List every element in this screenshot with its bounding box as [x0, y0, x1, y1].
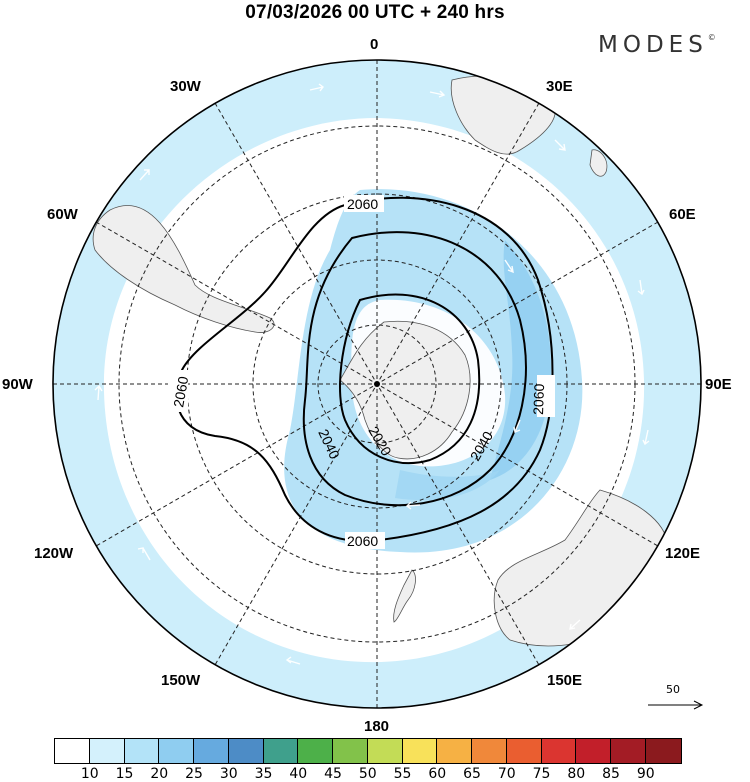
contour-label-2060: 2060 [347, 196, 378, 212]
colorbar-swatch [645, 739, 681, 763]
colorbar-tick-label: 55 [393, 766, 412, 782]
lon-label-150w: 150W [161, 672, 201, 689]
colorbar-tick-label: 85 [602, 766, 620, 782]
colorbar-swatch [55, 739, 90, 763]
colorbar [54, 738, 682, 764]
contour-2040 [302, 231, 527, 507]
colorbar-swatch [333, 739, 368, 763]
colorbar-swatch [89, 739, 125, 763]
lon-label-30w: 30W [170, 78, 201, 95]
colorbar-tick-label: 90 [636, 766, 655, 782]
colorbar-swatch [194, 739, 229, 763]
pole-marker [374, 381, 380, 387]
colorbar-tick-label: 60 [428, 766, 447, 782]
lon-label-0: 0 [370, 36, 379, 53]
colorbar-tick-label: 25 [185, 766, 203, 782]
colorbar-swatch [228, 739, 264, 763]
colorbar-tick-label: 75 [532, 766, 551, 782]
contour-2020 [339, 293, 481, 465]
lon-label-120e: 120E [665, 545, 701, 562]
colorbar-swatch [159, 739, 194, 763]
wind-core-2 [395, 470, 500, 501]
colorbar-tick-label: 70 [497, 766, 516, 782]
colorbar-tick-label: 40 [289, 766, 308, 782]
map-title: 07/03/2026 00 UTC + 240 hrs [245, 2, 505, 23]
colorbar-swatch [506, 739, 542, 763]
south-america [92, 205, 275, 333]
lon-label-30e: 30E [546, 78, 573, 95]
contours [175, 196, 554, 542]
lon-label-120w: 120W [34, 545, 74, 562]
lon-label-60e: 60E [669, 206, 696, 223]
madagascar [589, 149, 608, 177]
lon-label-150e: 150E [547, 672, 583, 689]
contour-labels: 2060 2060 2060 2060 2040 2040 2020 [168, 195, 555, 549]
colorbar-swatch [367, 739, 403, 763]
colorbar-swatch [437, 739, 472, 763]
colorbar-swatch [124, 739, 160, 763]
lon-label-60w: 60W [47, 206, 78, 223]
lon-label-180: 180 [364, 718, 390, 735]
colorbar-swatch [402, 739, 438, 763]
colorbar-tick-label: 30 [219, 766, 238, 782]
contour-label-2060: 2060 [530, 383, 547, 415]
colorbar-swatch [576, 739, 611, 763]
colorbar-tick-label: 80 [567, 766, 586, 782]
colorbar-swatch [263, 739, 299, 763]
wind-arrows [94, 83, 650, 665]
colorbar-tick-label: 20 [150, 766, 169, 782]
brand-logo: MODES© [598, 32, 716, 58]
colorbar-tick-label: 45 [324, 766, 342, 782]
colorbar-swatch [611, 739, 646, 763]
lon-label-90e: 90E [705, 376, 732, 393]
map-border [52, 59, 702, 709]
colorbar-tick-label: 10 [80, 766, 99, 782]
colorbar-tick-label: 15 [115, 766, 134, 782]
wind-core [490, 240, 551, 480]
contour-2060 [175, 196, 554, 542]
contour-label-2060: 2060 [170, 375, 191, 409]
reference-vector-label: 50 [666, 683, 680, 696]
contour-label-2060: 2060 [347, 533, 378, 549]
colorbar-tick-label: 50 [358, 766, 377, 782]
colorbar-tick-label: 65 [463, 766, 481, 782]
new-zealand [393, 569, 416, 623]
colorbar-swatch [541, 739, 577, 763]
colorbar-swatch [472, 739, 507, 763]
reference-vector-arrow [648, 700, 704, 710]
colorbar-swatch [298, 739, 333, 763]
lon-label-90w: 90W [2, 376, 33, 393]
colorbar-tick-label: 35 [254, 766, 273, 782]
